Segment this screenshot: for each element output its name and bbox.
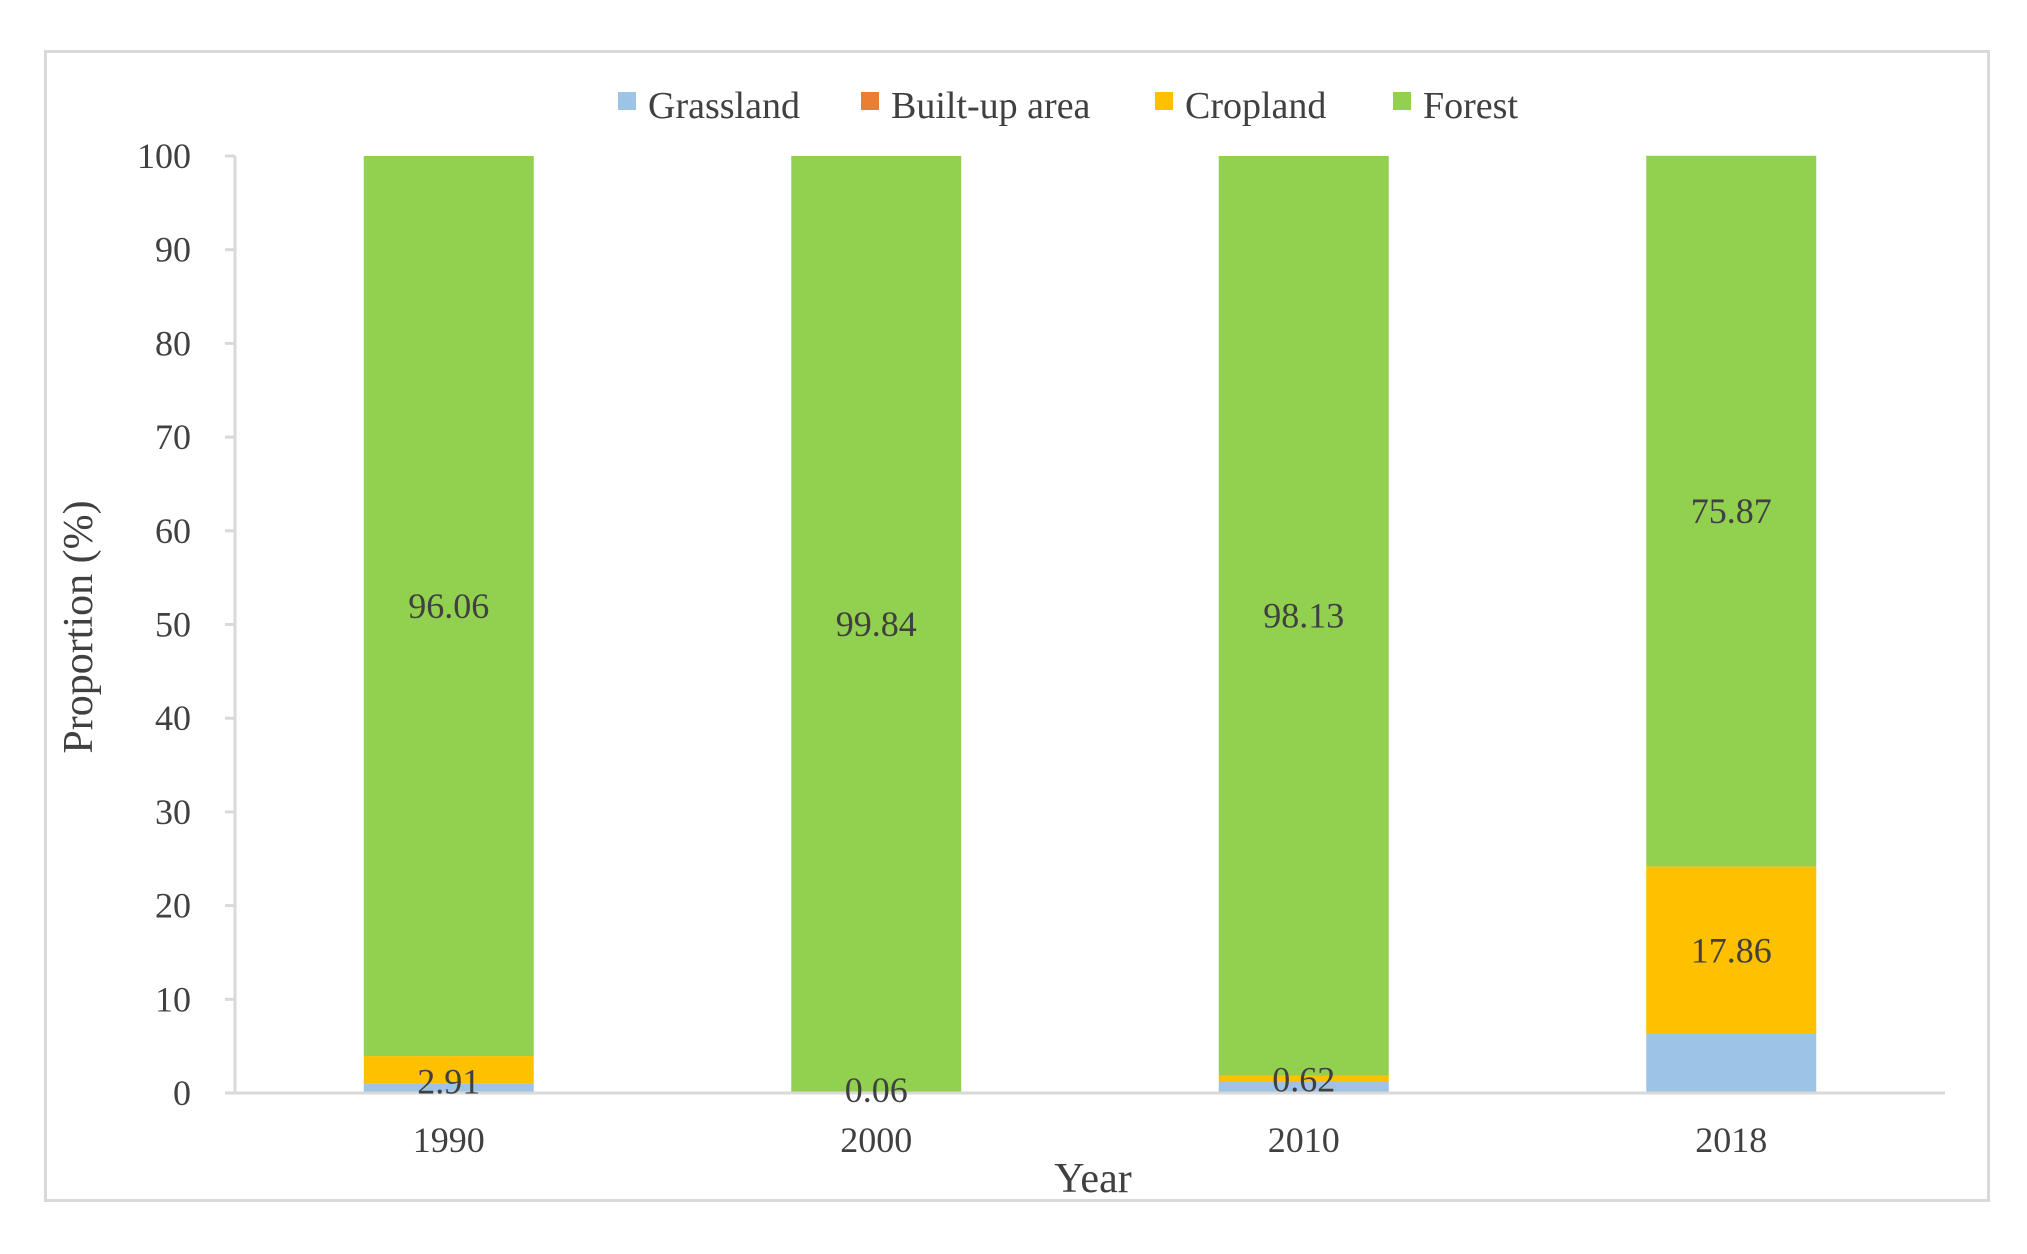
data-label-1990-forest: 96.06 bbox=[408, 586, 489, 626]
y-axis: 0 10 20 30 40 50 60 70 80 90 100 bbox=[137, 136, 237, 1113]
y-tick-label: 50 bbox=[155, 605, 191, 645]
legend-swatch-grassland bbox=[618, 92, 636, 110]
legend-swatch-cropland bbox=[1155, 92, 1173, 110]
bar-forest-1990 bbox=[363, 156, 534, 1057]
legend-swatch-forest bbox=[1393, 92, 1411, 110]
y-tick-label: 20 bbox=[155, 886, 191, 926]
data-label-2010-cropland: 0.62 bbox=[1272, 1059, 1335, 1099]
y-tick-label: 30 bbox=[155, 792, 191, 832]
bar-grassland-1990 bbox=[363, 1083, 534, 1093]
y-tick-label: 100 bbox=[137, 136, 191, 176]
data-labels: 96.06 2.91 99.84 0.06 98.13 0.62 75.87 17.86 bbox=[408, 491, 1772, 1110]
y-tick-label: 90 bbox=[155, 230, 191, 270]
data-label-2018-forest: 75.87 bbox=[1691, 491, 1772, 531]
bars bbox=[363, 155, 1817, 1093]
legend: Grassland Built-up area Cropland Forest bbox=[618, 85, 1518, 127]
legend-label-forest: Forest bbox=[1423, 85, 1518, 127]
bar-cropland-2010 bbox=[1218, 1075, 1389, 1082]
data-label-2018-cropland: 17.86 bbox=[1691, 930, 1772, 970]
x-tick-label-2010: 2010 bbox=[1268, 1120, 1340, 1160]
bar-forest-2010 bbox=[1218, 156, 1389, 1076]
bar-grassland-2010 bbox=[1218, 1081, 1389, 1093]
bar-cropland-1990 bbox=[363, 1056, 534, 1084]
x-tick-label-2000: 2000 bbox=[840, 1120, 912, 1160]
y-tick-label: 70 bbox=[155, 417, 191, 457]
y-tick-label: 80 bbox=[155, 323, 191, 363]
legend-swatch-built-up-area bbox=[861, 92, 879, 110]
data-label-1990-cropland: 2.91 bbox=[417, 1061, 480, 1101]
x-axis: 1990 2000 2010 2018 bbox=[235, 1091, 1945, 1160]
legend-label-built-up-area: Built-up area bbox=[891, 85, 1091, 127]
legend-label-cropland: Cropland bbox=[1185, 85, 1326, 127]
y-tick-label: 10 bbox=[155, 979, 191, 1019]
y-tick-label: 60 bbox=[155, 511, 191, 551]
data-label-2000-forest: 99.84 bbox=[836, 604, 917, 644]
data-label-2000-cropland: 0.06 bbox=[845, 1070, 908, 1110]
y-tick-label: 40 bbox=[155, 698, 191, 738]
legend-label-grassland: Grassland bbox=[648, 85, 800, 127]
y-axis-title: Proportion (%) bbox=[56, 500, 102, 753]
y-tick-label: 0 bbox=[173, 1073, 191, 1113]
x-axis-title: Year bbox=[1054, 1156, 1131, 1202]
bar-cropland-2018 bbox=[1646, 866, 1817, 1034]
x-tick-label-2018: 2018 bbox=[1695, 1120, 1767, 1160]
bar-forest-2000 bbox=[791, 156, 962, 1092]
data-label-2010-forest: 98.13 bbox=[1263, 596, 1344, 636]
bar-grassland-2018 bbox=[1646, 1033, 1817, 1093]
bar-forest-2018 bbox=[1646, 155, 1817, 867]
x-tick-label-1990: 1990 bbox=[413, 1120, 485, 1160]
